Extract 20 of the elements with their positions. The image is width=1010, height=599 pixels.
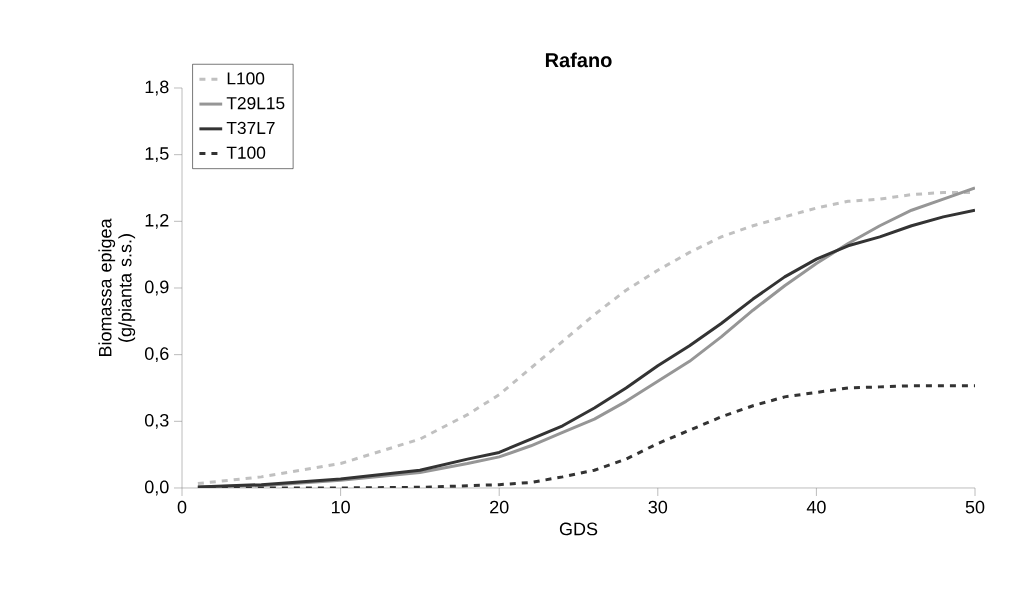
x-tick-label: 20 (490, 500, 509, 514)
chart-title: Rafano (545, 52, 612, 68)
y-tick-label: 0,3 (144, 413, 169, 429)
y-tick-label: 0,0 (144, 480, 169, 496)
x-tick-label: 0 (177, 500, 187, 514)
legend-label: T100 (226, 146, 266, 159)
y-tick-label: 1,8 (145, 80, 169, 96)
legend-label: T37L7 (226, 121, 275, 135)
legend-label: T29L15 (226, 97, 285, 110)
y-tick-label: 0,6 (144, 347, 169, 363)
y-tick-label: 1,2 (145, 213, 169, 229)
x-tick-label: 10 (331, 500, 350, 514)
x-tick-label: 50 (965, 500, 985, 514)
x-axis-title: GDS (559, 522, 598, 536)
y-tick-label: 1,5 (145, 147, 169, 162)
legend-label: L100 (227, 72, 265, 85)
x-tick-label: 30 (648, 500, 668, 514)
y-tick-label: 0,9 (144, 280, 169, 296)
x-tick-label: 40 (806, 500, 826, 514)
y-axis-title: Biomassa epigea (g/pianta s.s.) (98, 218, 136, 357)
